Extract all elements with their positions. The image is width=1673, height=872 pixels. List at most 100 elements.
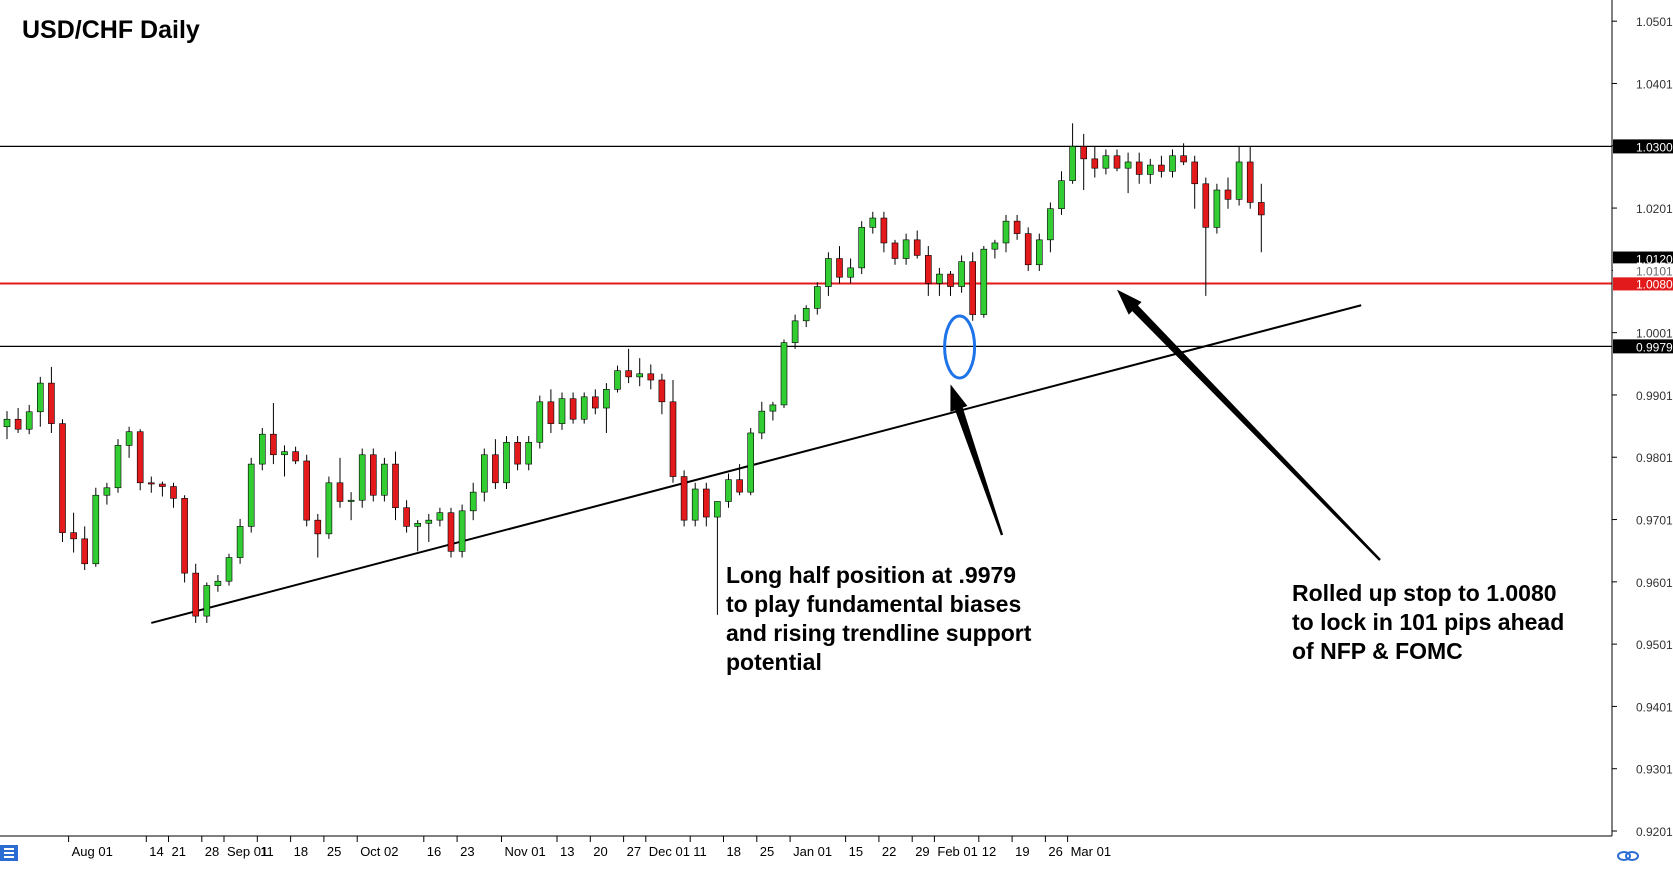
candle-75 bbox=[836, 246, 843, 284]
link-icon-ring-a[interactable] bbox=[1617, 851, 1631, 861]
candle-88 bbox=[980, 246, 988, 318]
candle-body bbox=[181, 498, 188, 574]
candle-body bbox=[1113, 155, 1121, 169]
candle-16 bbox=[181, 495, 188, 583]
candle-11 bbox=[125, 426, 133, 458]
x-tick-label: 18 bbox=[727, 844, 741, 859]
candle-74 bbox=[825, 252, 832, 296]
candle-106 bbox=[1180, 143, 1187, 166]
menu-icon-bar[interactable] bbox=[4, 848, 14, 850]
candle-body bbox=[802, 308, 810, 322]
candle-body bbox=[225, 557, 233, 582]
candle-109 bbox=[1213, 183, 1221, 234]
candle-69 bbox=[769, 401, 777, 421]
candle-body bbox=[825, 258, 832, 287]
candle-body bbox=[758, 410, 766, 434]
candle-body bbox=[1036, 239, 1043, 266]
candle-body bbox=[480, 454, 488, 493]
candle-body bbox=[325, 482, 333, 535]
candle-99 bbox=[1102, 149, 1110, 175]
candle-body bbox=[880, 217, 888, 244]
candle-64 bbox=[714, 501, 721, 615]
menu-icon[interactable] bbox=[0, 845, 18, 861]
annotation-text-line: Long half position at .9979 bbox=[726, 562, 1016, 588]
x-tick-label: 23 bbox=[460, 844, 474, 859]
link-icon-ring-b[interactable] bbox=[1625, 851, 1639, 861]
price-tag-bg bbox=[1613, 263, 1673, 278]
candle-body bbox=[1135, 161, 1143, 175]
candle-body bbox=[669, 401, 677, 477]
candle-body bbox=[381, 463, 388, 496]
y-tick-label: 0.9901 bbox=[1636, 389, 1673, 403]
candle-body bbox=[403, 507, 410, 527]
candle-body bbox=[1058, 180, 1065, 209]
candle-28 bbox=[314, 513, 322, 558]
y-tick-label: 0.9801 bbox=[1636, 451, 1673, 465]
candle-19 bbox=[214, 574, 222, 592]
candle-body bbox=[558, 398, 566, 424]
candle-body bbox=[614, 370, 621, 390]
x-tick-label: Jan 01 bbox=[793, 844, 832, 859]
candle-body bbox=[702, 488, 710, 518]
candle-83 bbox=[924, 246, 932, 296]
candle-body bbox=[203, 585, 211, 617]
candle-body bbox=[48, 382, 55, 424]
candle-body bbox=[980, 248, 988, 315]
candle-body bbox=[1102, 155, 1110, 169]
candle-body bbox=[858, 227, 866, 269]
y-tick-label: 0.9401 bbox=[1636, 700, 1673, 714]
candle-body bbox=[1235, 161, 1243, 200]
menu-icon-bar[interactable] bbox=[4, 856, 14, 858]
candle-body bbox=[769, 404, 777, 412]
candle-body bbox=[1002, 220, 1010, 244]
annotation-text-line: and rising trendline support bbox=[726, 620, 1032, 646]
candle-body bbox=[569, 398, 577, 420]
candle-body bbox=[170, 486, 177, 499]
candle-31 bbox=[347, 492, 355, 521]
price-tag-label: 1.0300 bbox=[1636, 140, 1673, 154]
candle-55 bbox=[614, 365, 621, 393]
annotation-2: Rolled up stop to 1.0080 to lock in 101 p… bbox=[1117, 289, 1564, 664]
candle-63 bbox=[702, 482, 710, 527]
candle-body bbox=[236, 526, 244, 558]
candle-24 bbox=[270, 403, 277, 465]
candle-96 bbox=[1069, 123, 1076, 184]
candle-body bbox=[314, 519, 322, 535]
candle-50 bbox=[558, 392, 566, 430]
candle-body bbox=[1147, 164, 1154, 175]
candle-3 bbox=[36, 376, 44, 427]
link-icon[interactable] bbox=[1617, 851, 1639, 861]
price-tag-1.0300: 1.0300 bbox=[1613, 139, 1673, 154]
annotation-text-line: potential bbox=[726, 649, 822, 675]
candle-37 bbox=[414, 520, 422, 552]
y-tick-label: 0.9201 bbox=[1636, 825, 1673, 839]
candle-body bbox=[680, 476, 688, 521]
candle-body bbox=[969, 261, 977, 315]
candle-body bbox=[103, 487, 111, 496]
candle-53 bbox=[591, 389, 599, 415]
candle-body bbox=[1224, 189, 1232, 200]
candle-body bbox=[525, 441, 533, 465]
candle-body bbox=[214, 580, 222, 586]
y-tick-label: 1.0001 bbox=[1636, 327, 1673, 341]
annotation-arrow bbox=[950, 384, 1004, 536]
menu-icon-bar[interactable] bbox=[4, 852, 14, 854]
candle-body bbox=[913, 239, 921, 256]
candle-82 bbox=[913, 230, 921, 259]
candle-17 bbox=[192, 563, 199, 623]
candle-body bbox=[1069, 146, 1076, 181]
candle-body bbox=[1124, 161, 1132, 169]
candle-body bbox=[947, 273, 954, 287]
candle-76 bbox=[847, 258, 854, 284]
candle-body bbox=[547, 401, 555, 424]
candle-body bbox=[869, 217, 877, 228]
candle-58 bbox=[647, 364, 655, 390]
candle-49 bbox=[547, 389, 555, 433]
candle-body bbox=[603, 389, 610, 409]
candle-45 bbox=[503, 436, 510, 490]
x-tick-label: 12 bbox=[982, 844, 996, 859]
candle-77 bbox=[858, 221, 866, 275]
x-tick-label: Nov 01 bbox=[505, 844, 546, 859]
candle-body bbox=[1202, 183, 1210, 228]
candle-body bbox=[791, 320, 799, 343]
